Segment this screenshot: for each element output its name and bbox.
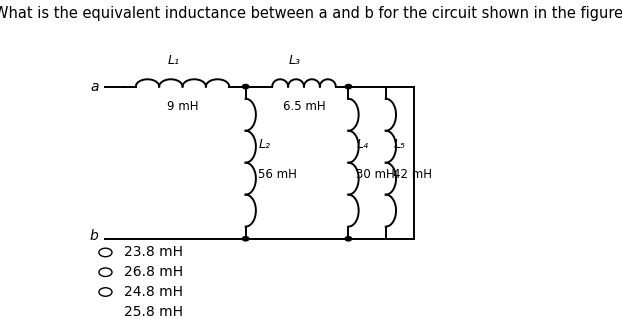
Text: 25.8 mH: 25.8 mH bbox=[124, 305, 183, 319]
Text: b: b bbox=[90, 229, 98, 243]
Text: 6.5 mH: 6.5 mH bbox=[282, 100, 325, 113]
Text: L₃: L₃ bbox=[289, 54, 300, 67]
Text: 26.8 mH: 26.8 mH bbox=[124, 265, 183, 279]
Circle shape bbox=[243, 237, 249, 241]
Circle shape bbox=[243, 85, 249, 89]
Text: a: a bbox=[90, 80, 98, 93]
Circle shape bbox=[345, 85, 351, 89]
Text: L₂: L₂ bbox=[259, 138, 271, 151]
Text: 42 mH: 42 mH bbox=[393, 168, 432, 181]
Text: 23.8 mH: 23.8 mH bbox=[124, 245, 183, 259]
Text: 24.8 mH: 24.8 mH bbox=[124, 285, 183, 299]
Text: L₁: L₁ bbox=[167, 54, 179, 67]
Text: 56 mH: 56 mH bbox=[258, 168, 297, 181]
Text: L₄: L₄ bbox=[357, 138, 369, 151]
Text: L₅: L₅ bbox=[394, 138, 406, 151]
Circle shape bbox=[345, 237, 351, 241]
Text: What is the equivalent inductance between a and b for the circuit shown in the f: What is the equivalent inductance betwee… bbox=[0, 6, 622, 21]
Text: 30 mH: 30 mH bbox=[356, 168, 394, 181]
Text: 9 mH: 9 mH bbox=[167, 100, 198, 113]
